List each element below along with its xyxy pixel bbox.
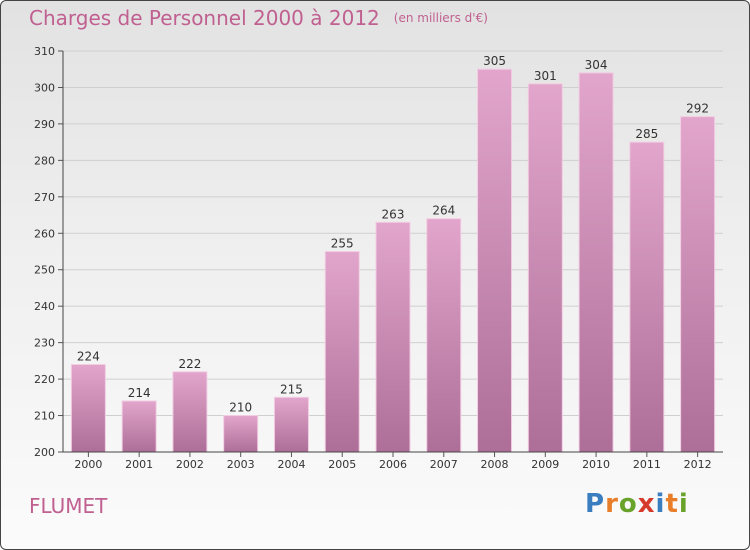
data-label-2004: 215 [280,382,303,396]
y-tick-label: 230 [34,337,55,350]
logo-letter: o [618,489,638,519]
logo-letter: r [605,489,619,519]
x-tick-label-2008: 2008 [481,458,509,471]
x-tick-label-2006: 2006 [379,458,407,471]
data-label-2011: 285 [635,127,658,141]
x-tick-label-2009: 2009 [531,458,559,471]
x-tick-label-2001: 2001 [125,458,153,471]
y-tick-label: 210 [34,410,55,423]
data-label-2001: 214 [128,386,151,400]
data-label-2007: 264 [432,204,455,218]
x-tick-label-2011: 2011 [633,458,661,471]
y-tick-label: 220 [34,373,55,386]
y-tick-label: 270 [34,191,55,204]
bar-2001 [121,400,157,453]
x-tick-label-2004: 2004 [277,458,305,471]
logo-letter: t [665,489,679,519]
bar-2000 [70,364,106,453]
data-label-2003: 210 [229,401,252,415]
x-tick-label-2005: 2005 [328,458,356,471]
data-label-2005: 255 [331,237,354,251]
y-tick-label: 300 [34,81,55,94]
logo-letter: i [678,489,689,519]
x-tick-label-2010: 2010 [582,458,610,471]
proxiti-logo[interactable]: Proxiti [585,489,689,519]
bar-2004 [273,396,309,453]
x-tick-label-2012: 2012 [684,458,712,471]
y-tick-label: 290 [34,118,55,131]
y-tick-label: 310 [34,45,55,58]
x-tick-label-2007: 2007 [430,458,458,471]
bar-2008 [477,68,513,453]
data-label-2002: 222 [178,357,201,371]
data-label-2006: 263 [382,207,405,221]
y-tick-label: 200 [34,446,55,459]
chart-title: Charges de Personnel 2000 à 2012 (en mill… [29,6,488,30]
data-label-2012: 292 [686,102,709,116]
bar-2002 [172,371,208,453]
bar-2009 [527,83,563,453]
y-tick-label: 240 [34,300,55,313]
x-tick-label-2000: 2000 [74,458,102,471]
data-label-2010: 304 [585,58,608,72]
logo-letter: P [585,489,606,519]
bar-2012 [680,116,716,453]
data-label-2009: 301 [534,69,557,83]
y-tick-label: 280 [34,154,55,167]
bar-2003 [223,415,259,453]
chart-subtitle: (en milliers d'€) [393,11,488,25]
y-tick-label: 250 [34,264,55,277]
bar-2005 [324,251,360,453]
data-label-2008: 305 [483,54,506,68]
bar-2011 [629,141,665,453]
x-tick-label-2003: 2003 [227,458,255,471]
data-label-2000: 224 [77,350,100,364]
bar-2006 [375,221,411,453]
bar-2010 [578,72,614,453]
logo-letter: i [655,489,666,519]
x-tick-label-2002: 2002 [176,458,204,471]
bar-2007 [426,218,462,453]
logo-letter: x [637,489,656,519]
place-name: FLUMET [29,494,108,518]
y-tick-label: 260 [34,227,55,240]
